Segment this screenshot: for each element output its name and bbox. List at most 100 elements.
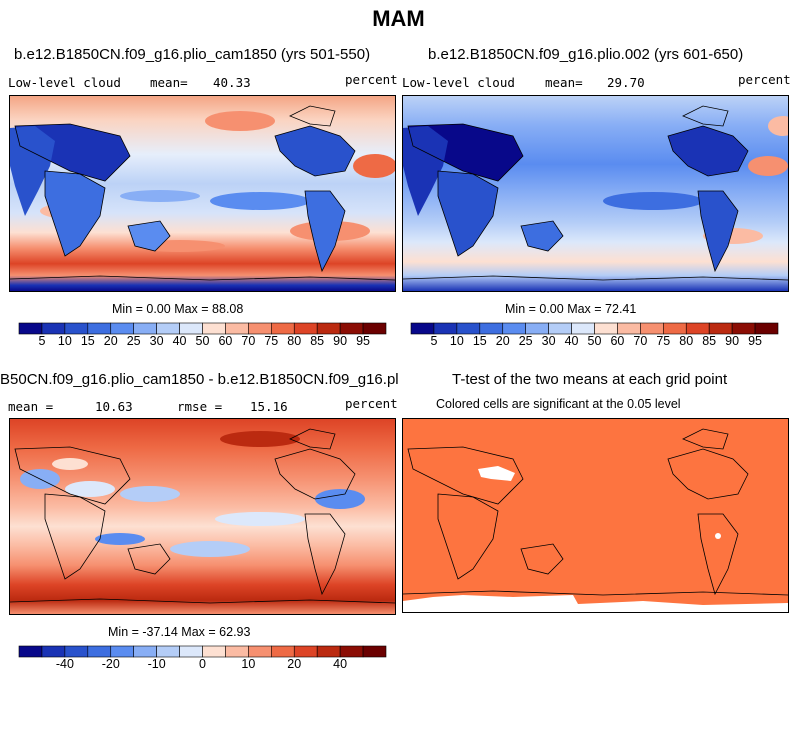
colorbar-tick-label: 40 [333,657,348,671]
map-ttest-significance [402,418,789,613]
colorbar-swatch [433,322,458,335]
colorbar-swatch [18,322,43,335]
units-label-bottom-left: percent [345,396,398,411]
colorbar-tick-label: 15 [472,334,487,348]
colorbar-swatch [64,322,89,335]
colorbar-tick-label: 20 [287,657,302,671]
colorbar-swatch [133,322,157,335]
colorbar-swatch [87,645,112,658]
map-low-cloud-plio-002 [402,95,789,292]
panel-subtitle-bottom-right: Colored cells are significant at the 0.0… [436,397,681,411]
minmax-top-right: Min = 0.00 Max = 72.41 [505,302,637,316]
colorbar-swatch [110,322,134,335]
figure-title: MAM [372,6,425,31]
units-label-top-left: percent [345,72,398,87]
colorbar-swatch [456,322,481,335]
colorbar-tick-label: 10 [241,657,256,671]
map-cloud-difference [9,418,396,615]
colorbar-swatch [502,322,526,335]
colorbar-swatch [156,322,180,335]
panel-title-bottom-right: T-test of the two means at each grid poi… [452,371,728,388]
colorbar-swatch [248,645,272,658]
variable-label-top-right: Low-level cloud [402,75,515,90]
colorbar-tick-label: 5 [38,334,46,348]
colorbar-swatch [18,645,43,658]
colorbar-tick-label: 40 [564,334,579,348]
panel-title-top-left: b.e12.B1850CN.f09_g16.plio_cam1850 (yrs … [14,46,371,63]
colorbar-tick-label: 20 [495,334,510,348]
colorbar-swatch [362,322,387,335]
mean-value-top-left: 40.33 [213,75,251,90]
colorbar-swatch [156,645,180,658]
colorbar-tick-label: 75 [264,334,279,348]
colorbar-swatch [754,322,779,335]
colorbar-swatch [640,322,664,335]
panel-title-bottom-left: B50CN.f09_g16.plio_cam1850 - b.e12.B1850… [0,371,398,388]
colorbar-cloud-right [410,322,779,335]
colorbar-tick-label: -40 [55,657,74,671]
colorbar-swatch [525,322,549,335]
minmax-bottom-left: Min = -37.14 Max = 62.93 [108,625,251,639]
colorbar-tick-label: 10 [57,334,72,348]
colorbar-swatch [110,645,134,658]
colorbar-swatch [731,322,756,335]
colorbar-swatch [316,645,341,658]
colorbar-tick-label: 5 [430,334,438,348]
colorbar-swatch [685,322,710,335]
colorbar-cloud-left [18,322,387,335]
units-label-top-right: percent [738,72,791,87]
colorbar-swatch [271,322,295,335]
rmse-value-bottom-left: 15.16 [250,399,288,414]
map-low-cloud-plio-cam1850 [9,95,396,292]
colorbar-tick-label: 50 [195,334,210,348]
colorbar-tick-label: 25 [518,334,533,348]
mean-label-bottom-left: mean = [8,399,54,414]
colorbar-swatch [617,322,641,335]
mean-value-bottom-left: 10.63 [95,399,133,414]
colorbar-swatch [571,322,595,335]
colorbar-swatch [41,645,66,658]
colorbar-tick-label: 30 [149,334,164,348]
colorbar-tick-label: 80 [287,334,302,348]
colorbar-tick-label: 25 [126,334,141,348]
mean-label-top-right: mean= [545,75,583,90]
colorbar-tick-label: 0 [199,657,206,671]
colorbar-swatch [202,322,226,335]
colorbar-tick-label: 40 [172,334,187,348]
colorbar-swatch [708,322,733,335]
colorbar-swatch [64,645,89,658]
colorbar-swatch [293,322,318,335]
mean-value-top-right: 29.70 [607,75,645,90]
colorbar-swatch [316,322,341,335]
colorbar-swatch [663,322,687,335]
colorbar-tick-label: 95 [356,334,371,348]
colorbar-labels-difference: -40 -20 -10 0 10 20 40 [19,657,386,673]
colorbar-swatch [362,645,387,658]
colorbar-tick-label: 75 [656,334,671,348]
colorbar-tick-label: -20 [101,657,120,671]
colorbar-swatch [133,645,157,658]
colorbar-swatch [339,322,364,335]
colorbar-difference [18,645,387,658]
mean-label-top-left: mean= [150,75,188,90]
variable-label-top-left: Low-level cloud [8,75,121,90]
colorbar-tick-label: 20 [103,334,118,348]
colorbar-swatch [225,645,249,658]
colorbar-tick-label: 15 [80,334,95,348]
colorbar-tick-label: 85 [702,334,717,348]
colorbar-tick-label: 90 [725,334,740,348]
colorbar-tick-label: 95 [748,334,763,348]
colorbar-swatch [293,645,318,658]
panel-title-top-right: b.e12.B1850CN.f09_g16.plio.002 (yrs 601-… [428,46,744,63]
colorbar-labels-cloud-right: 5 10 15 20 25 30 40 50 60 70 75 80 85 90 95 [411,334,778,350]
colorbar-tick-label: 60 [218,334,233,348]
colorbar-tick-label: 85 [310,334,325,348]
colorbar-swatch [339,645,364,658]
colorbar-tick-label: 10 [449,334,464,348]
colorbar-swatch [271,645,295,658]
colorbar-tick-label: 30 [541,334,556,348]
minmax-top-left: Min = 0.00 Max = 88.08 [112,302,244,316]
colorbar-tick-label: -10 [147,657,166,671]
colorbar-tick-label: 80 [679,334,694,348]
colorbar-swatch [594,322,618,335]
